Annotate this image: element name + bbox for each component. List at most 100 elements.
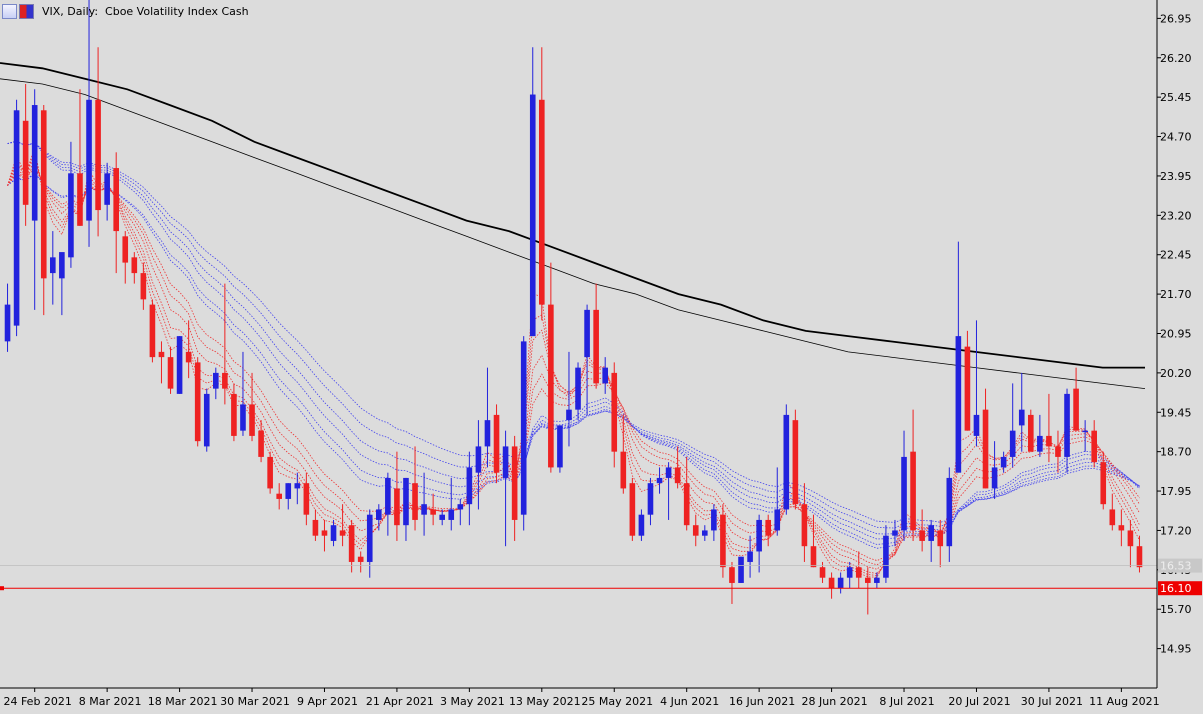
candle-bearish[interactable]: [122, 236, 129, 263]
candle-bearish[interactable]: [394, 488, 400, 526]
candle-bullish[interactable]: [656, 477, 663, 484]
candle-bullish[interactable]: [448, 509, 455, 520]
candle-bearish[interactable]: [77, 173, 83, 226]
candle-bearish[interactable]: [95, 99, 101, 211]
candle-bearish[interactable]: [864, 577, 871, 583]
candle-bullish[interactable]: [439, 514, 446, 520]
candle-bullish[interactable]: [4, 304, 11, 342]
candle-bearish[interactable]: [910, 451, 916, 531]
candle-bearish[interactable]: [339, 530, 346, 536]
candle-bearish[interactable]: [729, 567, 735, 583]
candle-bullish[interactable]: [475, 446, 482, 473]
candle-bearish[interactable]: [412, 483, 418, 520]
candle-bearish[interactable]: [194, 362, 201, 442]
candle-bearish[interactable]: [222, 372, 228, 389]
candle-bullish[interactable]: [991, 467, 998, 489]
candle-bearish[interactable]: [511, 446, 518, 520]
candle-bullish[interactable]: [901, 456, 907, 531]
candle-bearish[interactable]: [258, 430, 264, 457]
candle-bearish[interactable]: [692, 525, 699, 536]
candle-bullish[interactable]: [49, 257, 56, 274]
candle-bullish[interactable]: [783, 414, 790, 510]
chart-window-icon[interactable]: [2, 3, 17, 19]
candle-bearish[interactable]: [140, 273, 147, 300]
candle-bearish[interactable]: [167, 357, 174, 389]
candle-bullish[interactable]: [457, 504, 464, 510]
candle-bearish[interactable]: [357, 556, 364, 562]
candle-bullish[interactable]: [529, 94, 536, 337]
candle-bullish[interactable]: [13, 110, 20, 326]
candle-bullish[interactable]: [366, 514, 373, 562]
candle-bearish[interactable]: [683, 483, 690, 526]
candle-bullish[interactable]: [846, 567, 853, 578]
candle-bullish[interactable]: [31, 105, 38, 221]
candle-bearish[interactable]: [1027, 414, 1034, 452]
candle-bearish[interactable]: [674, 467, 681, 484]
candle-bearish[interactable]: [321, 530, 328, 536]
candle-bearish[interactable]: [792, 420, 799, 505]
candle-bullish[interactable]: [1064, 393, 1070, 457]
candle-bullish[interactable]: [421, 504, 427, 515]
candle-bullish[interactable]: [59, 252, 65, 279]
candle-bullish[interactable]: [520, 341, 527, 515]
candle-bullish[interactable]: [874, 577, 880, 583]
candle-bearish[interactable]: [855, 567, 862, 578]
candle-bearish[interactable]: [810, 546, 817, 568]
candle-bullish[interactable]: [502, 446, 509, 478]
candle-bearish[interactable]: [620, 451, 627, 489]
candle-bullish[interactable]: [1009, 430, 1016, 457]
candle-bullish[interactable]: [1037, 435, 1043, 452]
candle-bullish[interactable]: [883, 535, 889, 578]
candle-bearish[interactable]: [937, 530, 944, 547]
candle-bullish[interactable]: [955, 336, 962, 473]
candle-bullish[interactable]: [837, 577, 844, 589]
candle-bearish[interactable]: [1109, 509, 1116, 526]
candle-bearish[interactable]: [40, 110, 47, 279]
candle-bearish[interactable]: [919, 530, 925, 541]
candle-bullish[interactable]: [701, 530, 708, 536]
candle-bullish[interactable]: [1018, 409, 1025, 426]
candle-bearish[interactable]: [267, 456, 273, 489]
candle-bearish[interactable]: [249, 404, 255, 436]
candlestick-icon[interactable]: [19, 3, 34, 19]
candle-bearish[interactable]: [801, 504, 808, 547]
candle-bullish[interactable]: [946, 477, 953, 547]
candle-bearish[interactable]: [828, 577, 835, 589]
candle-bullish[interactable]: [774, 509, 781, 531]
candle-bullish[interactable]: [294, 483, 301, 489]
candle-bullish[interactable]: [665, 467, 672, 478]
candle-bearish[interactable]: [276, 493, 283, 499]
candle-bullish[interactable]: [711, 509, 717, 531]
candle-bearish[interactable]: [611, 372, 618, 452]
candle-bearish[interactable]: [231, 393, 237, 436]
candle-bearish[interactable]: [765, 519, 772, 536]
candle-bullish[interactable]: [86, 99, 92, 221]
candle-bearish[interactable]: [1127, 530, 1134, 547]
candle-bearish[interactable]: [493, 414, 500, 473]
candle-bearish[interactable]: [629, 483, 636, 536]
candle-bearish[interactable]: [312, 519, 319, 536]
candle-bearish[interactable]: [430, 509, 436, 515]
candle-bearish[interactable]: [982, 409, 989, 489]
candle-bullish[interactable]: [602, 367, 609, 384]
candle-bullish[interactable]: [176, 336, 183, 394]
candle-bearish[interactable]: [185, 351, 192, 363]
candle-bullish[interactable]: [203, 393, 210, 447]
candle-bearish[interactable]: [113, 168, 120, 232]
candle-bullish[interactable]: [385, 477, 391, 515]
candle-bullish[interactable]: [647, 483, 654, 515]
candle-bearish[interactable]: [303, 483, 310, 515]
candle-bullish[interactable]: [584, 309, 590, 358]
candle-bullish[interactable]: [375, 509, 382, 520]
candle-bullish[interactable]: [484, 420, 491, 447]
candle-bearish[interactable]: [593, 309, 599, 384]
candle-bearish[interactable]: [1118, 525, 1125, 531]
candle-bullish[interactable]: [756, 519, 762, 552]
candle-bearish[interactable]: [1046, 435, 1052, 447]
candle-bearish[interactable]: [22, 120, 29, 205]
candle-bullish[interactable]: [557, 425, 563, 468]
candle-bullish[interactable]: [638, 514, 645, 536]
candle-bearish[interactable]: [1073, 388, 1079, 431]
candle-bullish[interactable]: [738, 556, 744, 583]
